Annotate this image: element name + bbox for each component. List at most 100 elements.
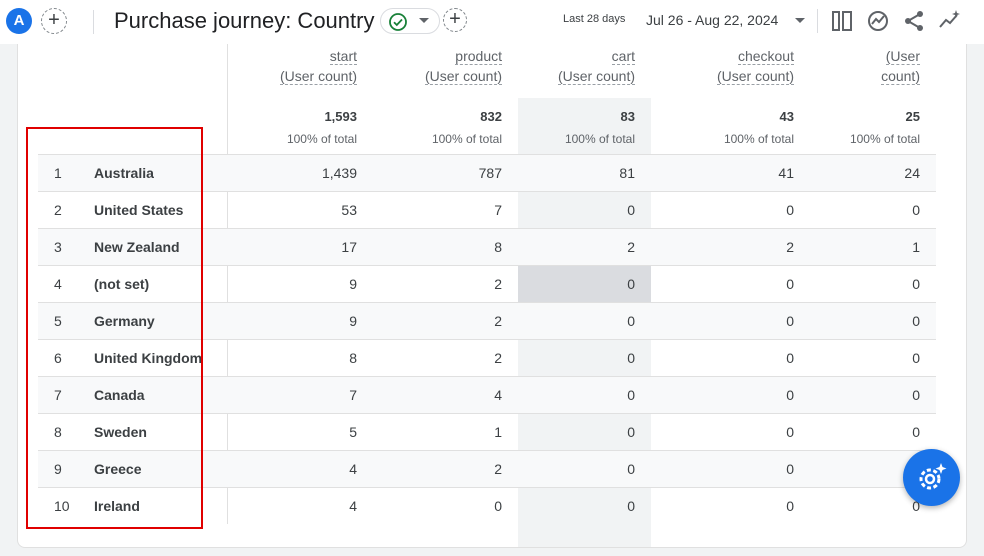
compare-columns-icon[interactable] (829, 8, 855, 34)
table-row[interactable]: 1 Australia 1,439 787 81 41 24 (38, 154, 936, 191)
cell-cart: 2 (627, 239, 635, 255)
cell-product: 7 (494, 202, 502, 218)
assistant-fab-button[interactable] (903, 449, 960, 506)
status-dropdown[interactable] (380, 8, 440, 34)
cell-start: 8 (349, 350, 357, 366)
column-header-checkout[interactable]: checkout (User count) (651, 46, 794, 86)
column-header-line: cart (611, 48, 635, 65)
row-country: Greece (94, 461, 142, 477)
table-row[interactable]: 7 Canada 7 4 0 0 0 (38, 376, 936, 413)
cell-checkout: 0 (786, 276, 794, 292)
page-title: Purchase journey: Country (114, 8, 375, 33)
cell-purchase: 24 (904, 165, 920, 181)
cell-checkout: 2 (786, 239, 794, 255)
selected-cell (518, 266, 651, 302)
table-row[interactable]: 10 Ireland 4 0 0 0 0 (38, 487, 936, 524)
table-row[interactable]: 3 New Zealand 17 8 2 2 1 (38, 228, 936, 265)
row-country: (not set) (94, 276, 150, 292)
cell-product: 4 (494, 387, 502, 403)
column-header-line: checkout (737, 48, 794, 65)
table-row[interactable]: 6 United Kingdom 8 2 0 0 0 (38, 339, 936, 376)
cell-product: 1 (494, 424, 502, 440)
column-header-line: (User count) (716, 68, 794, 85)
column-divider (227, 44, 228, 524)
cell-start: 5 (349, 424, 357, 440)
cell-checkout: 0 (786, 424, 794, 440)
chevron-down-icon[interactable] (795, 18, 805, 23)
row-country: New Zealand (94, 239, 180, 255)
cell-purchase: 0 (912, 498, 920, 514)
cell-product: 2 (494, 461, 502, 477)
add-comparison-icon[interactable]: + (41, 8, 67, 34)
cell-cart: 0 (627, 424, 635, 440)
row-rank: 3 (54, 239, 62, 255)
cell-start: 1,439 (321, 165, 357, 181)
cell-checkout: 0 (786, 202, 794, 218)
check-circle-icon (389, 13, 407, 31)
column-header-line: (User count) (424, 68, 502, 85)
total-value: 43 (779, 109, 794, 124)
cell-cart: 0 (627, 498, 635, 514)
cell-start: 4 (349, 498, 357, 514)
cell-cart: 0 (627, 461, 635, 477)
cell-checkout: 0 (786, 387, 794, 403)
row-country: Canada (94, 387, 145, 403)
share-icon[interactable] (901, 8, 927, 34)
row-rank: 9 (54, 461, 62, 477)
column-header-purchase[interactable]: (User count) (808, 46, 920, 86)
total-percent: 100% of total (723, 132, 794, 146)
annotation-highlight-box (26, 127, 203, 529)
table-row[interactable]: 8 Sweden 5 1 0 0 0 (38, 413, 936, 450)
cell-purchase: 0 (912, 313, 920, 329)
total-checkout: 43 100% of total (651, 109, 794, 147)
add-step-icon[interactable]: + (443, 8, 467, 32)
top-bar: A + Purchase journey: Country + Last 28 … (0, 0, 984, 44)
total-value: 25 (905, 109, 920, 124)
cell-checkout: 0 (786, 461, 794, 477)
cell-product: 8 (494, 239, 502, 255)
column-header-line: start (329, 48, 357, 65)
cell-start: 17 (341, 239, 357, 255)
cell-start: 7 (349, 387, 357, 403)
cell-product: 0 (494, 498, 502, 514)
column-header-start[interactable]: start (User count) (227, 46, 357, 86)
row-country: Germany (94, 313, 155, 329)
chevron-down-icon (419, 18, 429, 23)
row-country: United Kingdom (94, 350, 203, 366)
date-range-label: Last 28 days (563, 13, 626, 25)
table-row[interactable]: 5 Germany 9 2 0 0 0 (38, 302, 936, 339)
table-row[interactable]: 9 Greece 4 2 0 0 0 (38, 450, 936, 487)
row-rank: 7 (54, 387, 62, 403)
cell-cart: 0 (627, 276, 635, 292)
total-percent: 100% of total (431, 132, 502, 146)
sparkline-icon[interactable] (937, 8, 963, 34)
table-row[interactable]: 4 (not set) 9 2 0 0 0 (38, 265, 936, 302)
total-start: 1,593 100% of total (227, 109, 357, 147)
total-value: 83 (620, 109, 635, 124)
cell-checkout: 41 (778, 165, 794, 181)
account-avatar[interactable]: A (6, 8, 32, 34)
date-range-picker[interactable]: Jul 26 - Aug 22, 2024 (646, 12, 779, 28)
insights-icon[interactable] (865, 8, 891, 34)
column-header-line: (User count) (279, 68, 357, 85)
row-rank: 6 (54, 350, 62, 366)
total-percent: 100% of total (286, 132, 357, 146)
row-country: United States (94, 202, 184, 218)
cell-purchase: 0 (912, 276, 920, 292)
total-percent: 100% of total (564, 132, 635, 146)
cell-product: 2 (494, 276, 502, 292)
row-rank: 1 (54, 165, 62, 181)
row-rank: 5 (54, 313, 62, 329)
divider (93, 10, 94, 34)
cell-cart: 0 (627, 202, 635, 218)
table-row[interactable]: 2 United States 53 7 0 0 0 (38, 191, 936, 228)
total-value: 1,593 (324, 109, 357, 124)
column-header-product[interactable]: product (User count) (373, 46, 502, 86)
cell-cart: 0 (627, 350, 635, 366)
row-rank: 8 (54, 424, 62, 440)
column-header-cart[interactable]: cart (User count) (518, 46, 635, 86)
row-country: Australia (94, 165, 154, 181)
cell-purchase: 0 (912, 424, 920, 440)
total-product: 832 100% of total (373, 109, 502, 147)
row-country: Sweden (94, 424, 147, 440)
